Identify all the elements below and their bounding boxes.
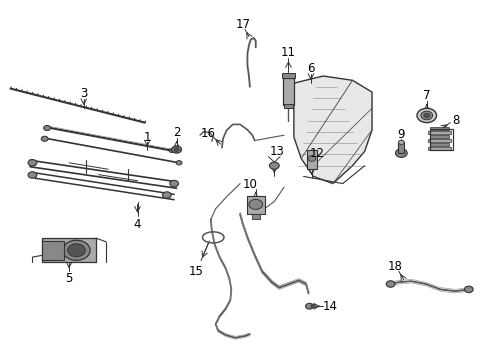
Text: 3: 3	[80, 87, 87, 100]
Bar	[430, 127, 449, 130]
Bar	[42, 241, 64, 260]
Circle shape	[424, 113, 430, 118]
Bar	[283, 78, 294, 105]
Circle shape	[28, 172, 37, 178]
Bar	[430, 135, 449, 138]
Bar	[42, 238, 96, 262]
Text: 17: 17	[236, 18, 251, 31]
Bar	[307, 149, 317, 169]
Text: 13: 13	[270, 145, 284, 158]
Text: 12: 12	[310, 147, 325, 159]
Bar	[398, 142, 404, 153]
Bar	[428, 147, 451, 149]
Circle shape	[386, 281, 395, 287]
Circle shape	[421, 111, 433, 120]
Circle shape	[169, 149, 174, 152]
Circle shape	[395, 149, 407, 157]
Circle shape	[170, 180, 178, 187]
Text: 4: 4	[134, 218, 141, 231]
Text: 14: 14	[323, 300, 338, 313]
Circle shape	[174, 148, 179, 151]
Circle shape	[28, 159, 37, 166]
Circle shape	[308, 156, 316, 161]
Circle shape	[176, 161, 182, 165]
Bar	[247, 196, 265, 214]
Bar	[430, 143, 449, 145]
Polygon shape	[294, 76, 372, 184]
Text: 15: 15	[189, 265, 203, 278]
Text: 11: 11	[281, 46, 296, 59]
Text: 10: 10	[243, 178, 257, 191]
Bar	[282, 73, 295, 78]
Bar	[428, 131, 451, 134]
Bar	[284, 104, 293, 108]
Circle shape	[249, 199, 263, 210]
Circle shape	[398, 140, 404, 144]
Circle shape	[63, 240, 90, 260]
Text: 8: 8	[452, 114, 460, 127]
Text: 18: 18	[388, 260, 403, 273]
Bar	[252, 214, 260, 220]
Text: 5: 5	[65, 272, 73, 285]
Text: 7: 7	[423, 89, 431, 102]
Text: 6: 6	[307, 62, 315, 75]
Text: 9: 9	[397, 127, 405, 141]
Circle shape	[162, 192, 171, 198]
Text: 16: 16	[201, 127, 216, 140]
Text: 1: 1	[144, 131, 151, 144]
Circle shape	[306, 303, 314, 309]
Circle shape	[41, 136, 48, 141]
Circle shape	[417, 108, 437, 123]
Circle shape	[68, 244, 85, 257]
Circle shape	[270, 162, 279, 169]
Bar	[428, 139, 451, 141]
Circle shape	[172, 146, 181, 153]
Circle shape	[465, 286, 473, 293]
Text: 2: 2	[173, 126, 180, 139]
Bar	[430, 129, 453, 150]
Circle shape	[311, 305, 316, 308]
Circle shape	[44, 126, 50, 131]
